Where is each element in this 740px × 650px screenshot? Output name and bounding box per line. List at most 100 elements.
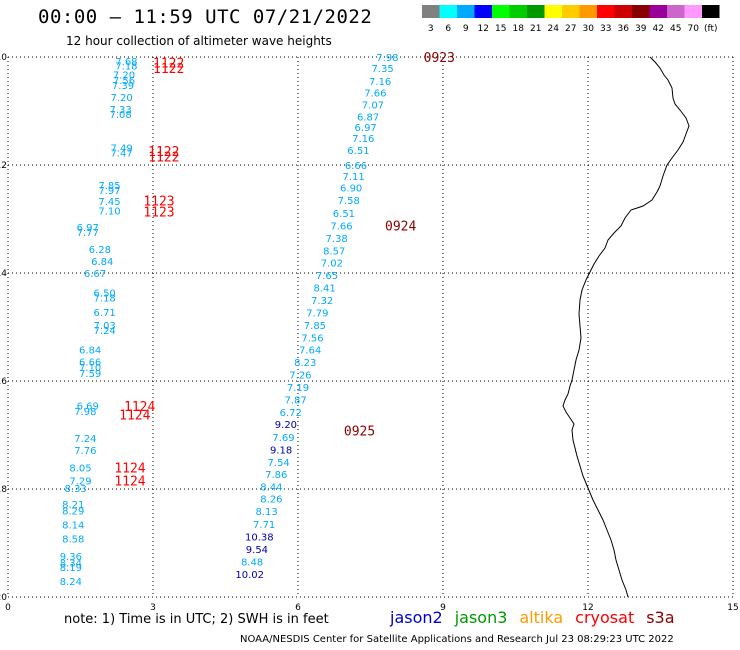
wave-height-label: 10.38 [245,533,274,544]
wave-height-label: 7.66 [330,221,352,232]
colorbar-label: 18 [513,24,525,34]
wave-height-label: 7.20 [113,70,135,81]
wave-height-label: 6.72 [280,408,302,419]
wave-height-label: 8.34 [60,558,82,569]
colorbar-label: 45 [670,24,681,34]
colorbar-label: 30 [583,24,595,34]
wave-height-label: 7.49 [110,144,132,155]
colorbar-label: 3 [428,24,434,34]
wave-height-label: 7.56 [113,76,135,87]
wave-height-label: 7.69 [272,433,294,444]
y-tick-label: -16 [0,377,7,387]
wave-height-label: 9.54 [246,545,268,556]
wave-height-label: 7.87 [284,395,306,406]
wave-height-label: 7.18 [94,293,116,304]
wave-height-label: 8.26 [260,495,282,506]
colorbar-label: 36 [618,24,630,34]
pass-time-label: 1122 [148,145,179,160]
colorbar-swatch-45 [667,5,685,18]
wave-height-label: 7.54 [268,458,290,469]
satellite-legend-jason3: jason3 [454,608,508,627]
wave-height-label: 6.84 [91,257,113,268]
colorbar-label: 39 [635,24,647,34]
wave-height-label: 9.36 [60,552,82,563]
page-subtitle: 12 hour collection of altimeter wave hei… [66,34,332,48]
colorbar-swatch-21 [527,5,545,18]
y-tick-label: -14 [0,269,7,279]
colorbar-label: (ft) [704,24,718,34]
colorbar-swatch-15 [492,5,510,18]
wave-height-label: 7.24 [94,326,116,337]
pass-time-label: 1124 [114,461,145,476]
wave-height-label: 7.18 [115,62,137,73]
wave-height-label: 7.98 [74,407,96,418]
wave-height-label: 7.38 [326,234,348,245]
wave-height-label: 7.32 [311,296,333,307]
wave-height-label: 7.11 [342,172,364,183]
pass-time-label: 0923 [424,51,455,66]
wave-height-label: 6.87 [357,112,379,123]
wave-height-label: 6.51 [333,209,355,220]
wave-height-label: 8.14 [62,521,84,532]
colorbar-swatch-27 [562,5,580,18]
wave-height-label: 7.64 [299,346,321,357]
wave-height-label: 8.21 [62,500,84,511]
wave-height-label: 7.08 [109,110,131,121]
wave-height-label: 7.10 [79,363,101,374]
colorbar-label: 42 [653,24,664,34]
pass-time-label: 1124 [119,408,150,423]
wave-height-label: 7.45 [98,197,120,208]
colorbar-label: 21 [530,24,541,34]
wave-height-label: 7.59 [79,369,101,380]
wave-height-label: 6.71 [94,308,116,319]
colorbar-label: 12 [478,24,489,34]
wave-height-label: 7.65 [316,271,338,282]
satellite-legend-s3a: s3a [646,608,675,627]
y-tick-label: -18 [0,485,7,495]
wave-height-label: 8.05 [69,463,91,474]
colorbar-label: 6 [445,24,451,34]
wave-height-label: 6.84 [79,346,101,357]
wave-height-label: 6.97 [77,223,99,234]
y-tick-label: -10 [0,53,7,63]
wave-height-label: 8.48 [241,557,263,568]
pass-time-label: 1124 [114,474,145,489]
wave-height-label: 8.58 [62,535,84,546]
wave-height-label: 7.29 [69,476,91,487]
wave-height-label: 6.66 [79,358,101,369]
wave-height-label: 7.02 [321,259,343,270]
wave-height-label: 6.28 [89,245,111,256]
satellite-legend-altika: altika [519,608,564,627]
colorbar-swatch-36 [614,5,632,18]
wave-height-label: 7.20 [110,93,132,104]
wave-height-label: 8.29 [62,507,84,518]
wave-height-label: 6.50 [94,288,116,299]
y-tick-label: -12 [0,161,7,171]
wave-height-label: 7.97 [98,186,120,197]
colorbar-label: 15 [495,24,506,34]
wave-height-label: 7.77 [77,228,99,239]
pass-time-label: 0924 [385,219,416,234]
wave-height-label: 7.10 [98,206,120,217]
color-legend: 3 6 9 12 15 18 21 24 27 30 33 36 39 42 45 70 (ft) [422,5,720,34]
colorbar-swatch-6 [439,5,457,18]
satellite-legend: jason2 jason3 altika cryosat s3a [390,608,687,627]
x-tick-label: 15 [727,603,738,613]
satellite-legend-cryosat: cryosat [575,608,635,627]
satellite-legend-jason2: jason2 [390,608,443,627]
colorbar-swatch-18 [509,5,527,18]
wave-height-label: 10.02 [235,570,264,581]
wave-height-label: 7.33 [109,105,131,116]
wave-height-label: 7.24 [74,434,96,445]
wave-height-label: 7.66 [364,89,386,100]
colorbar-label: 33 [600,24,611,34]
colorbar-swatch-12 [474,5,492,18]
wave-height-label: 6.90 [340,184,362,195]
y-tick-label: -20 [0,593,7,603]
footer-credit: NOAA/NESDIS Center for Satellite Applica… [240,634,674,645]
wave-height-label: 7.35 [371,64,393,75]
colorbar-label: 9 [463,24,469,34]
x-tick-label: 3 [150,603,156,613]
colorbar-label: 24 [548,24,560,34]
wave-height-label: 7.19 [287,383,309,394]
